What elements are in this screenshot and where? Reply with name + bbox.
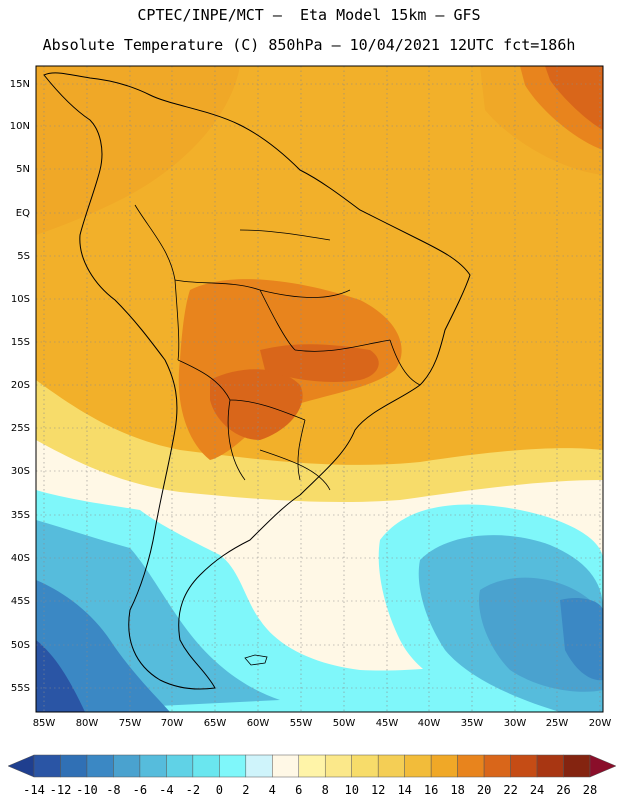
- colorbar-swatch: [60, 754, 88, 778]
- colorbar-swatch: [377, 754, 405, 778]
- lon-label: 25W: [546, 718, 569, 729]
- colorbar-tick-label: -12: [50, 783, 72, 797]
- lon-label: 30W: [504, 718, 527, 729]
- lon-label: 35W: [461, 718, 484, 729]
- colorbar-tick-label: 16: [424, 783, 438, 797]
- lat-label: 5S: [17, 251, 30, 262]
- colorbar-swatch: [430, 754, 458, 778]
- colorbar-swatch: [272, 754, 300, 778]
- colorbar-swatches: [7, 754, 617, 778]
- colorbar-swatch: [166, 754, 194, 778]
- colorbar-swatch: [457, 754, 485, 778]
- colorbar-tick-label: -6: [133, 783, 147, 797]
- lat-label: 40S: [11, 553, 30, 564]
- colorbar-tick-label: 24: [530, 783, 544, 797]
- colorbar-swatch: [33, 754, 61, 778]
- map-frame: [35, 65, 604, 713]
- map-subtitle: Absolute Temperature (C) 850hPa – 10/04/…: [42, 36, 576, 54]
- colorbar-swatch: [192, 754, 220, 778]
- colorbar-low-arrow: [7, 754, 35, 778]
- colorbar-swatch: [563, 754, 591, 778]
- colorbar-swatch: [324, 754, 352, 778]
- lon-label: 20W: [589, 718, 612, 729]
- colorbar-tick-label: -14: [23, 783, 45, 797]
- lon-label: 60W: [247, 718, 270, 729]
- colorbar-tick-label: 26: [556, 783, 570, 797]
- colorbar-tick-label: 4: [269, 783, 276, 797]
- colorbar-swatch: [219, 754, 247, 778]
- colorbar-tick-labels: -14 -12 -10 -8 -6 -4 -2 0 2 4 6 8 10 12 14 16 18 20 22 24 26…: [23, 783, 597, 797]
- colorbar-tick-label: 14: [397, 783, 411, 797]
- lat-label: 35S: [11, 510, 30, 521]
- lat-label: 50S: [11, 640, 30, 651]
- lat-label: 15N: [10, 79, 30, 90]
- colorbar-tick-label: 20: [477, 783, 491, 797]
- lon-label: 55W: [290, 718, 313, 729]
- lon-label: 70W: [161, 718, 184, 729]
- colorbar-swatch: [139, 754, 167, 778]
- colorbar-tick-label: 6: [295, 783, 302, 797]
- colorbar-swatch: [404, 754, 432, 778]
- lon-label: 65W: [204, 718, 227, 729]
- colorbar-tick-label: 22: [503, 783, 517, 797]
- colorbar-tick-label: -10: [76, 783, 98, 797]
- gridlines: [36, 66, 603, 712]
- latitude-labels: 15N 10N 5N EQ 5S 10S 15S 20S 25S 30S 35S 40S 45S 50S 5…: [10, 79, 30, 694]
- lon-label: 40W: [418, 718, 441, 729]
- lat-label: 30S: [11, 466, 30, 477]
- lat-label: 5N: [16, 164, 30, 175]
- lat-label: 20S: [11, 380, 30, 391]
- lat-label: 45S: [11, 596, 30, 607]
- longitude-labels: 85W 80W 75W 70W 65W 60W 55W 50W 45W 40W 35W 30W 25W 2…: [33, 718, 612, 729]
- lat-label: 15S: [11, 337, 30, 348]
- temperature-field: [36, 66, 603, 712]
- lat-label: EQ: [16, 208, 30, 219]
- lon-label: 75W: [119, 718, 142, 729]
- lat-label: 10S: [11, 294, 30, 305]
- country-borders: [134, 204, 421, 491]
- colorbar-tick-label: -2: [186, 783, 200, 797]
- colorbar-tick-label: 18: [450, 783, 464, 797]
- colorbar-tick-label: -8: [106, 783, 120, 797]
- colorbar-tick-label: -4: [159, 783, 173, 797]
- lon-label: 80W: [76, 718, 99, 729]
- colorbar-tick-label: 0: [216, 783, 223, 797]
- lat-label: 55S: [11, 683, 30, 694]
- colorbar-tick-label: 12: [371, 783, 385, 797]
- falkland-islands: [244, 654, 268, 666]
- lat-label: 25S: [11, 423, 30, 434]
- colorbar-swatch: [245, 754, 273, 778]
- map-title: CPTEC/INPE/MCT – Eta Model 15km – GFS: [137, 6, 481, 24]
- colorbar-high-arrow: [589, 754, 617, 778]
- colorbar-swatch: [113, 754, 141, 778]
- colorbar-tick-label: 8: [322, 783, 329, 797]
- colorbar-tick-label: 2: [242, 783, 249, 797]
- south-america-coastline: [43, 72, 471, 690]
- lon-label: 85W: [33, 718, 56, 729]
- colorbar-tick-label: 28: [583, 783, 597, 797]
- colorbar-swatch: [536, 754, 564, 778]
- colorbar-swatch: [351, 754, 379, 778]
- lat-label: 10N: [10, 121, 30, 132]
- colorbar-tick-label: 10: [344, 783, 358, 797]
- colorbar-swatch: [483, 754, 511, 778]
- lon-label: 50W: [333, 718, 356, 729]
- lon-label: 45W: [376, 718, 399, 729]
- colorbar-swatch: [510, 754, 538, 778]
- colorbar-swatch: [298, 754, 326, 778]
- colorbar-swatch: [86, 754, 114, 778]
